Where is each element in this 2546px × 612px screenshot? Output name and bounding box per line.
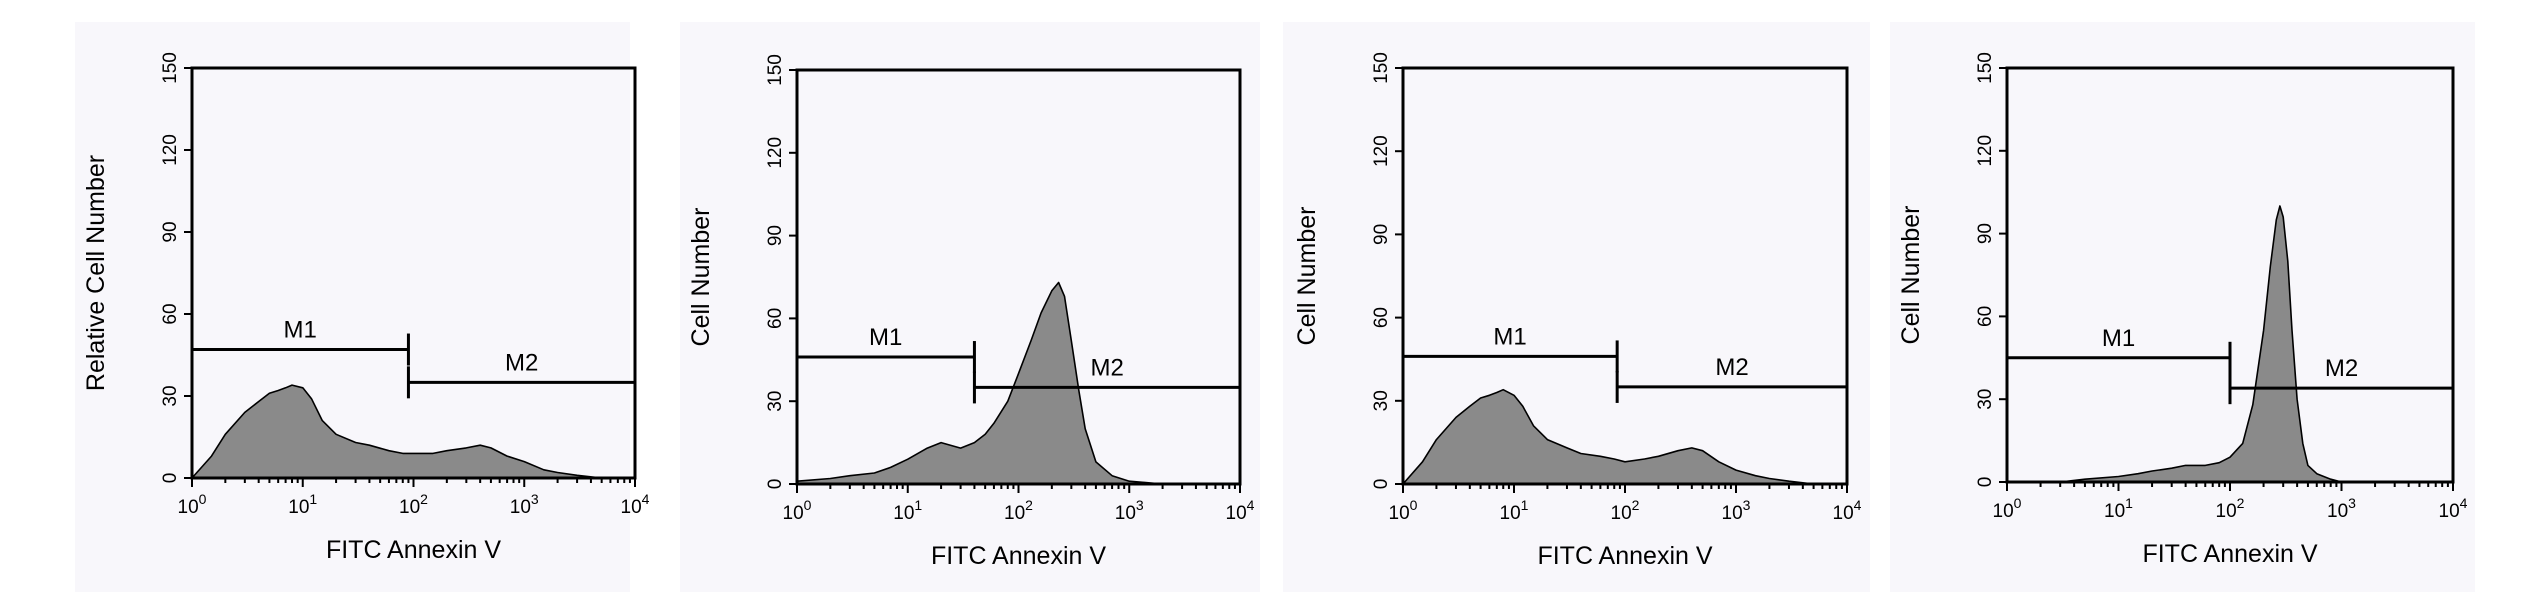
x-tick-label: 100 <box>1993 495 2022 522</box>
x-tick-label: 100 <box>1389 497 1418 524</box>
y-axis-title: Cell Number <box>1897 206 1925 345</box>
y-tick-label: 120 <box>765 137 786 169</box>
x-tick-label: 101 <box>288 491 317 518</box>
x-tick-label: 100 <box>783 497 812 524</box>
x-tick-label: 100 <box>178 491 207 518</box>
histogram-panel-1: 100 101 102 103 104 0 30 60 90 120 150 FITC Annexin… <box>75 22 650 592</box>
x-tick-label: 103 <box>1722 497 1751 524</box>
x-tick-label: 102 <box>1611 497 1640 524</box>
x-tick-label: 104 <box>1226 497 1255 524</box>
marker-m1-label: M1 <box>869 324 902 351</box>
y-tick-label: 150 <box>1371 52 1392 84</box>
x-tick-label: 103 <box>510 491 539 518</box>
x-tick-label: 104 <box>621 491 650 518</box>
panel-background <box>680 22 1260 592</box>
histogram-area <box>2006 205 2454 483</box>
histogram-panel-2: 100 101 102 103 104 0 30 60 90 120 150 FITC Annexin… <box>680 22 1260 592</box>
marker-m2-label: M2 <box>505 349 538 376</box>
y-tick-label: 150 <box>765 54 786 86</box>
x-tick-label: 102 <box>1004 497 1033 524</box>
y-tick-label: 90 <box>765 225 786 246</box>
y-tick-label: 60 <box>1975 306 1996 327</box>
y-tick-label: 90 <box>1371 224 1392 245</box>
x-tick-label: 104 <box>1833 497 1862 524</box>
y-axis-title: Cell Number <box>687 208 715 347</box>
x-axis-title: FITC Annexin V <box>2142 540 2317 568</box>
y-tick-label: 90 <box>1975 223 1996 244</box>
y-tick-label: 150 <box>1975 52 1996 84</box>
y-tick-label: 30 <box>1975 389 1996 410</box>
y-tick-label: 120 <box>160 134 181 166</box>
x-tick-label: 101 <box>2104 495 2133 522</box>
panel-background <box>1283 22 1870 592</box>
y-tick-label: 0 <box>765 479 786 490</box>
x-tick-label: 103 <box>1115 497 1144 524</box>
marker-m1-label: M1 <box>1493 323 1526 350</box>
y-tick-label: 0 <box>1975 477 1996 488</box>
x-tick-label: 102 <box>399 491 428 518</box>
y-tick-label: 120 <box>1371 135 1392 167</box>
marker-m1-label: M1 <box>2102 325 2135 352</box>
y-tick-label: 90 <box>160 221 181 242</box>
y-tick-label: 60 <box>1371 307 1392 328</box>
panel-background <box>75 22 630 592</box>
x-axis-title: FITC Annexin V <box>326 536 501 564</box>
y-tick-label: 60 <box>765 308 786 329</box>
marker-m2-label: M2 <box>1091 354 1124 381</box>
x-tick-label: 102 <box>2216 495 2245 522</box>
y-axis-title: Cell Number <box>1293 207 1321 346</box>
y-tick-label: 120 <box>1975 135 1996 167</box>
x-tick-label: 101 <box>1500 497 1529 524</box>
x-tick-label: 104 <box>2439 495 2468 522</box>
y-tick-label: 0 <box>1371 479 1392 490</box>
y-tick-label: 0 <box>160 473 181 484</box>
histogram-panel-3: 100 101 102 103 104 0 30 60 90 120 150 FITC Annexin… <box>1283 22 1870 592</box>
y-tick-label: 30 <box>1371 390 1392 411</box>
marker-m1-label: M1 <box>284 317 317 344</box>
histogram-area <box>796 281 1241 485</box>
x-axis-title: FITC Annexin V <box>1537 542 1712 570</box>
histogram-area <box>1402 388 1848 485</box>
marker-m2-label: M2 <box>2325 355 2358 382</box>
y-tick-label: 30 <box>160 385 181 406</box>
y-tick-label: 60 <box>160 303 181 324</box>
y-tick-label: 150 <box>160 52 181 84</box>
x-tick-label: 103 <box>2327 495 2356 522</box>
histogram-panel-4: 100 101 102 103 104 0 30 60 90 120 150 FITC Annexin… <box>1890 22 2475 592</box>
marker-m2-label: M2 <box>1715 354 1748 381</box>
panel-background <box>1890 22 2475 592</box>
y-axis-title: Relative Cell Number <box>82 155 110 391</box>
x-axis-title: FITC Annexin V <box>931 542 1106 570</box>
y-tick-label: 30 <box>765 391 786 412</box>
histogram-area <box>191 384 636 479</box>
x-tick-label: 101 <box>893 497 922 524</box>
